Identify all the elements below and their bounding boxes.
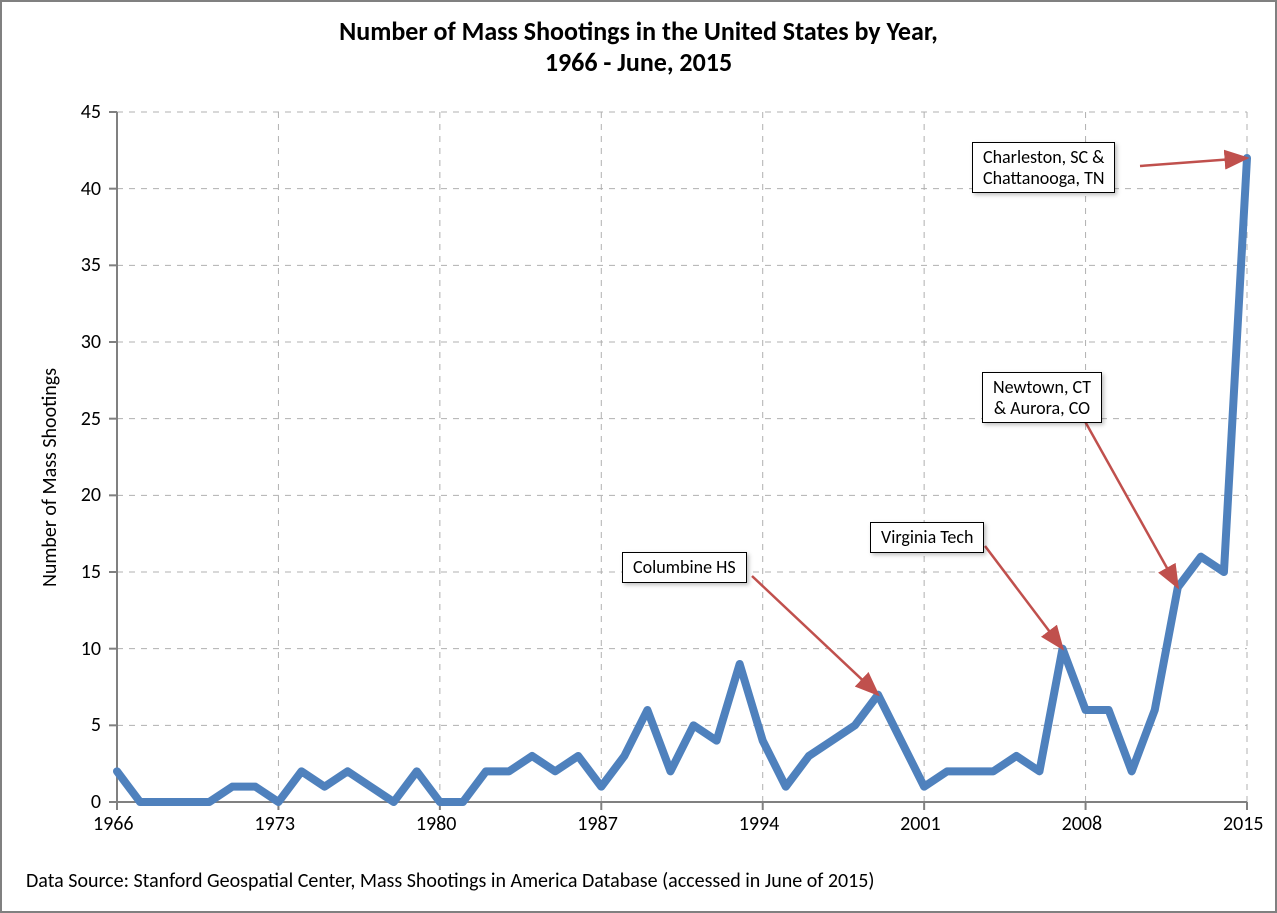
y-axis-label: Number of Mass Shootings bbox=[38, 368, 62, 587]
y-tick-label: 35 bbox=[81, 253, 101, 277]
callout-box: Columbine HS bbox=[622, 552, 747, 583]
y-tick-label: 5 bbox=[91, 713, 101, 737]
y-tick-label: 40 bbox=[81, 177, 101, 201]
y-tick-label: 20 bbox=[81, 483, 101, 507]
x-tick-label: 1994 bbox=[739, 812, 780, 836]
y-tick-label: 30 bbox=[81, 330, 101, 354]
y-tick-label: 45 bbox=[81, 100, 101, 124]
x-tick-label: 1973 bbox=[254, 812, 295, 836]
y-tick-label: 0 bbox=[91, 790, 101, 814]
x-tick-label: 1987 bbox=[577, 812, 618, 836]
x-tick-label: 2008 bbox=[1062, 812, 1103, 836]
callout-box: Virginia Tech bbox=[870, 522, 984, 553]
y-tick-label: 10 bbox=[81, 637, 101, 661]
chart-frame: Number of Mass Shootings in the United S… bbox=[0, 0, 1277, 913]
data-source-footer: Data Source: Stanford Geospatial Center,… bbox=[26, 869, 875, 893]
x-tick-label: 2015 bbox=[1223, 812, 1264, 836]
callout-box: Newtown, CT & Aurora, CO bbox=[982, 372, 1102, 423]
y-tick-label: 15 bbox=[81, 560, 101, 584]
x-tick-label: 2001 bbox=[900, 812, 941, 836]
chart-title: Number of Mass Shootings in the United S… bbox=[2, 16, 1275, 78]
y-tick-label: 25 bbox=[81, 407, 101, 431]
plot-area bbox=[117, 112, 1247, 802]
x-tick-label: 1966 bbox=[93, 812, 134, 836]
x-tick-label: 1980 bbox=[416, 812, 457, 836]
callout-box: Charleston, SC & Chattanooga, TN bbox=[972, 142, 1115, 193]
chart-svg bbox=[117, 112, 1247, 802]
